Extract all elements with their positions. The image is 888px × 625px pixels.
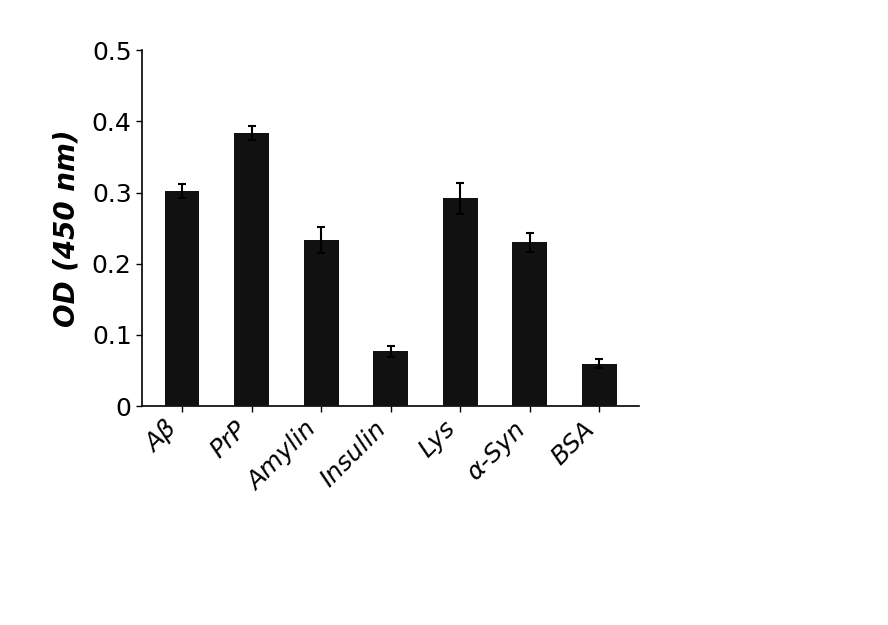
- Bar: [443, 198, 478, 406]
- Bar: [373, 351, 408, 406]
- Bar: [512, 242, 547, 406]
- Bar: [164, 191, 200, 406]
- Y-axis label: OD (450 nm): OD (450 nm): [52, 129, 81, 327]
- Bar: [234, 133, 269, 406]
- Bar: [582, 364, 617, 406]
- Bar: [304, 240, 338, 406]
